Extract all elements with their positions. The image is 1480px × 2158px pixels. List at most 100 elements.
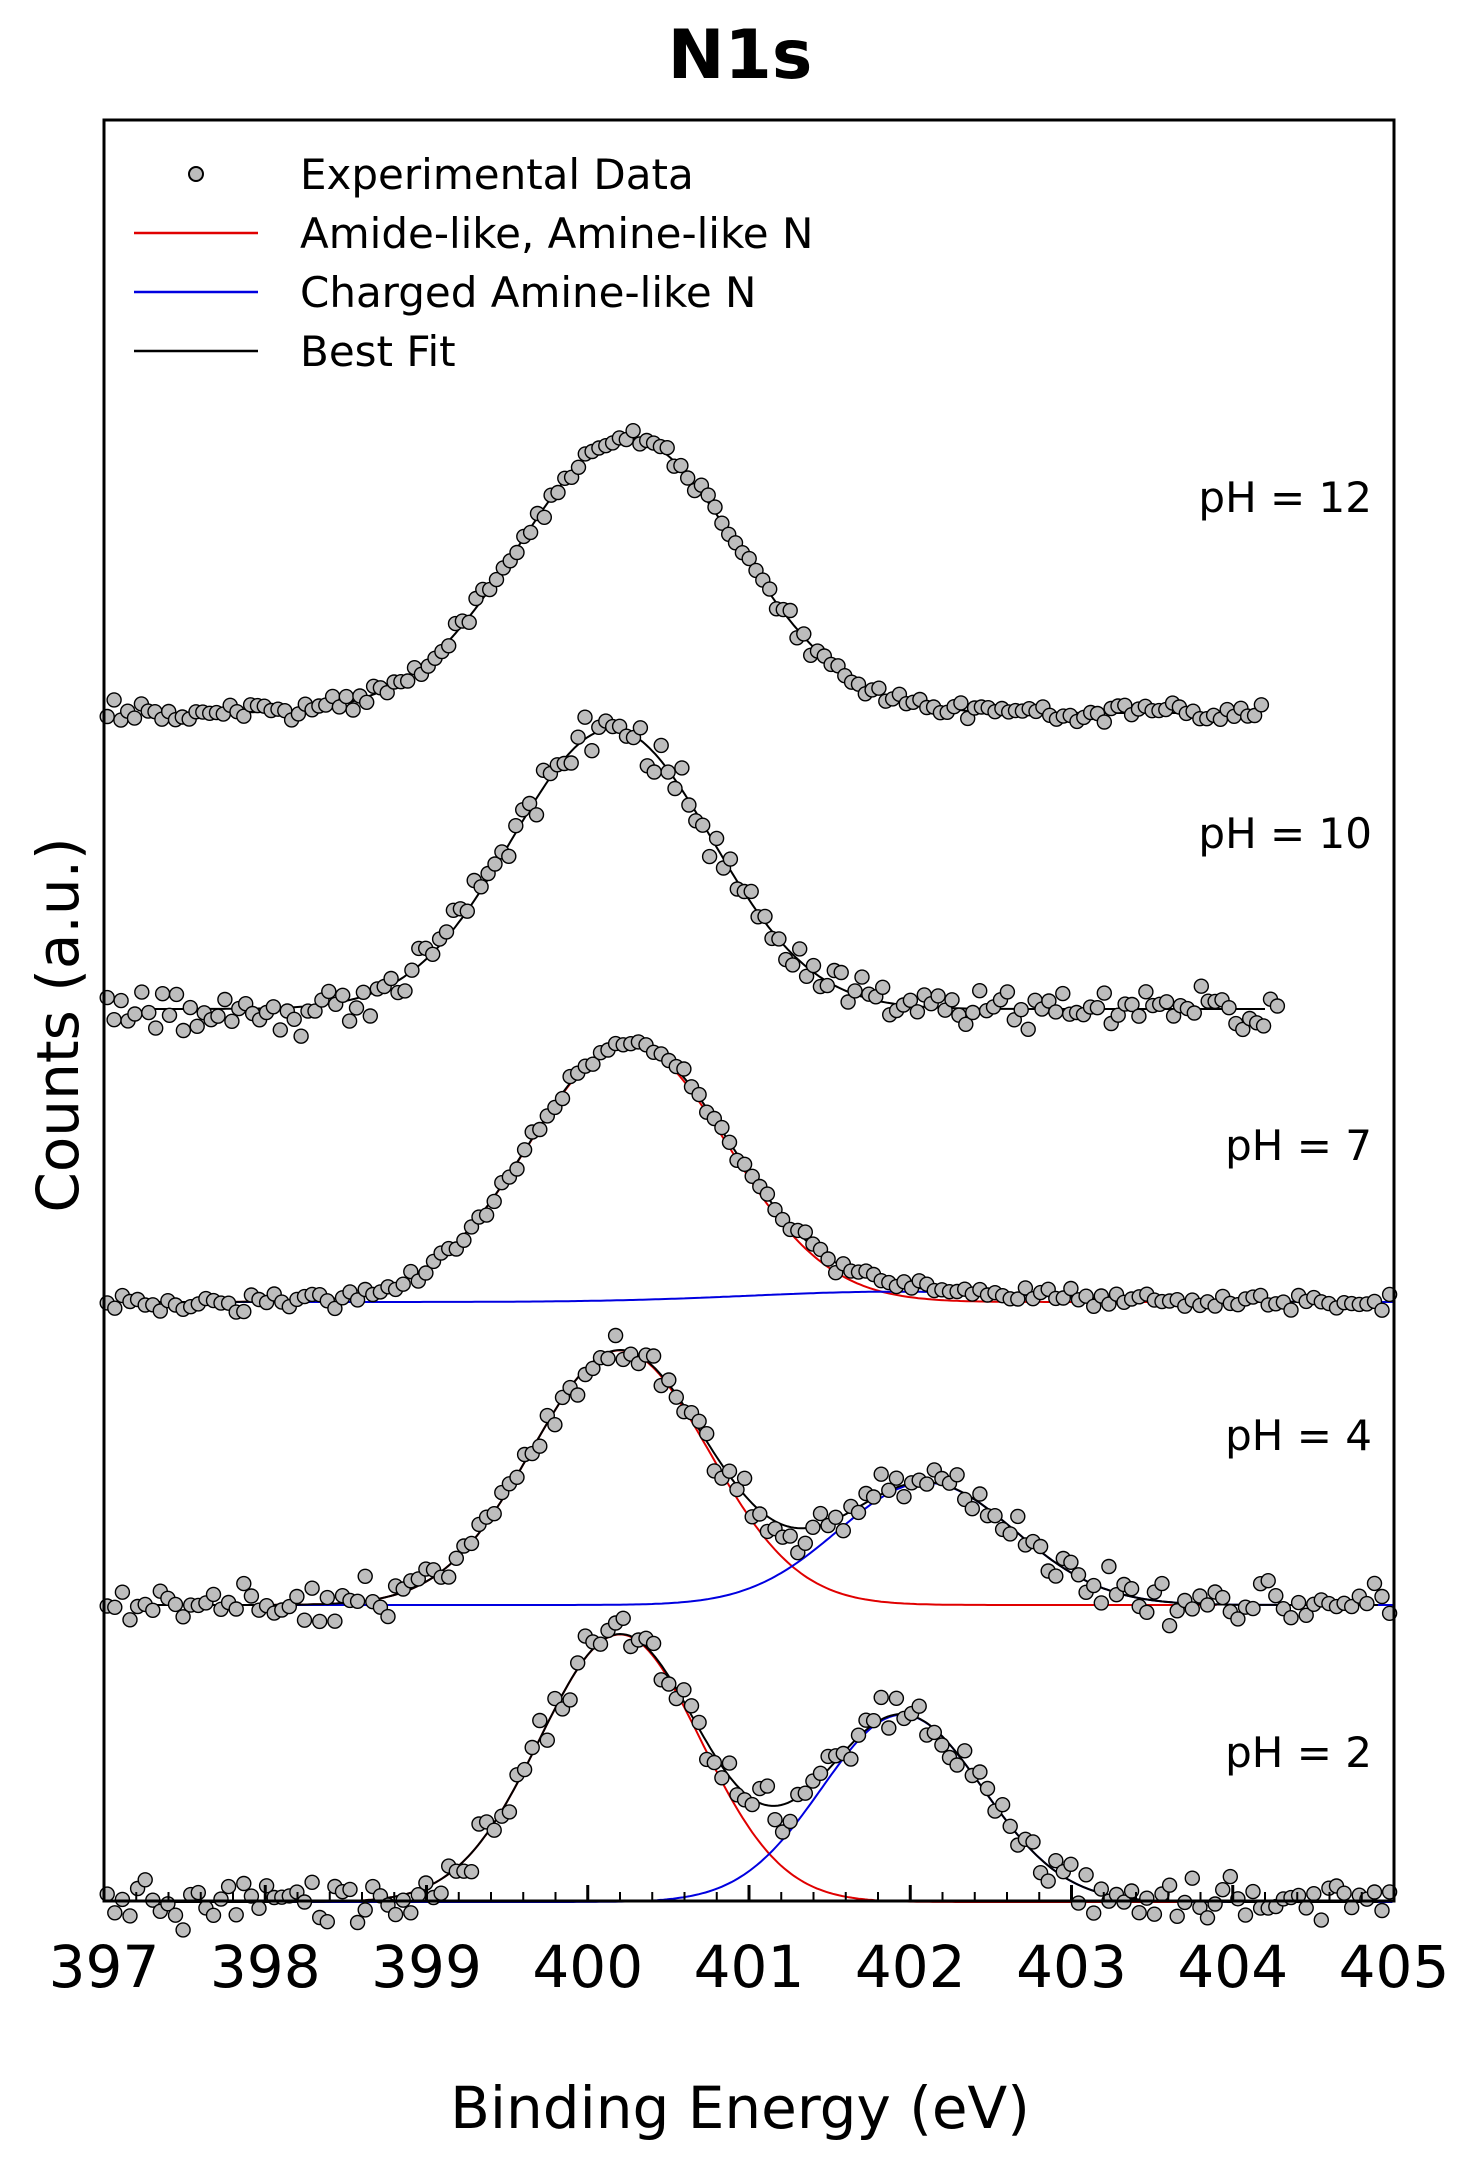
data-point [508, 818, 524, 834]
data-point [1002, 1526, 1018, 1542]
legend-label-charged: Charged Amine-like N [300, 268, 756, 317]
data-point [524, 1739, 540, 1756]
data-point [1207, 1896, 1223, 1912]
data-point [797, 1785, 813, 1801]
data-point [357, 1568, 373, 1585]
data-point [486, 1822, 502, 1838]
data-point [721, 1755, 738, 1771]
series-ph-10: pH = 10 [99, 709, 1372, 1044]
data-point [521, 795, 538, 812]
data-point [577, 709, 593, 725]
data-point [1123, 1580, 1140, 1597]
data-point [888, 1470, 905, 1486]
data-point [168, 986, 185, 1003]
series-label-ph-7: pH = 7 [1225, 1121, 1372, 1170]
data-point [327, 1613, 343, 1629]
data-point [1063, 1856, 1079, 1873]
data-point [536, 509, 552, 525]
data-point [563, 755, 579, 771]
data-point [509, 1469, 525, 1486]
data-point [152, 1303, 169, 1319]
data-point [792, 941, 808, 957]
data-point [843, 1751, 859, 1767]
data-point [341, 1013, 358, 1029]
legend-marker-experimental [188, 166, 204, 182]
data-point [1313, 1912, 1330, 1928]
best-fit-curve-ph-7 [152, 1040, 1378, 1303]
data-point [667, 780, 683, 797]
data-point [1131, 1904, 1147, 1921]
data-point [1253, 697, 1270, 713]
data-point [1048, 1004, 1064, 1020]
data-point [463, 1535, 480, 1552]
data-point [965, 1004, 981, 1021]
data-point [327, 1300, 343, 1317]
data-point [1048, 1852, 1064, 1869]
series-ph-12: pH = 12 [99, 423, 1372, 730]
data-point [707, 499, 723, 515]
data-point [570, 1655, 586, 1671]
data-point [134, 984, 150, 1000]
legend-label-experimental: Experimental Data [300, 150, 694, 199]
data-point [1343, 1899, 1360, 1916]
data-point [459, 903, 475, 919]
data-point [691, 1086, 707, 1103]
data-point [782, 602, 798, 619]
data-point [1085, 1298, 1102, 1315]
data-point [1138, 984, 1154, 1000]
data-point [736, 1156, 753, 1173]
data-point [400, 673, 416, 689]
data-point [113, 992, 129, 1009]
data-point [486, 1193, 502, 1210]
data-point [714, 1770, 730, 1786]
data-point [759, 1186, 776, 1202]
data-point [461, 614, 477, 630]
data-point [224, 1013, 240, 1029]
data-point [307, 1003, 323, 1019]
series-ph-7: pH = 7 [99, 1034, 1398, 1320]
data-point [547, 1416, 563, 1433]
data-point [379, 685, 395, 701]
data-point [1093, 1595, 1110, 1611]
data-point [771, 931, 787, 947]
data-point [1048, 1568, 1064, 1584]
data-point [987, 1507, 1003, 1524]
data-point [1055, 985, 1071, 1002]
data-point [122, 1908, 138, 1924]
data-point [1336, 1885, 1352, 1901]
data-point [944, 992, 960, 1008]
data-point [236, 1875, 252, 1892]
x-axis-label: Binding Energy (eV) [450, 2074, 1030, 2142]
data-point [1108, 1586, 1125, 1603]
data-point [161, 1007, 178, 1023]
data-point [661, 1372, 677, 1388]
data-point [949, 1467, 965, 1483]
series-label-ph-4: pH = 4 [1225, 1411, 1372, 1460]
x-tick-label: 403 [1016, 1933, 1127, 2001]
data-point [304, 1580, 320, 1596]
data-point [1222, 1868, 1239, 1885]
data-point [865, 1489, 882, 1505]
data-point [659, 440, 675, 456]
data-point [798, 968, 815, 984]
data-point [395, 1276, 411, 1292]
data-point [1110, 1007, 1126, 1023]
data-point [1255, 1018, 1272, 1034]
data-point [741, 550, 757, 567]
data-point [782, 1813, 798, 1830]
series-label-ph-10: pH = 10 [1198, 809, 1372, 858]
plot-area: pH = 12 pH = 10 pH = 7 pH = 4 pH = 2 [99, 423, 1398, 1938]
data-point [762, 581, 778, 597]
data-point [797, 1224, 813, 1240]
data-point [438, 924, 455, 940]
data-point [147, 1020, 164, 1036]
x-tick-label: 397 [49, 1933, 160, 2001]
data-point [126, 710, 143, 726]
y-axis-label: Counts (a.u.) [24, 837, 92, 1212]
data-point [994, 1796, 1011, 1813]
data-point [532, 1712, 548, 1729]
data-point [349, 1593, 366, 1610]
data-point [681, 797, 697, 813]
data-point [625, 423, 641, 439]
data-point [1124, 996, 1140, 1013]
